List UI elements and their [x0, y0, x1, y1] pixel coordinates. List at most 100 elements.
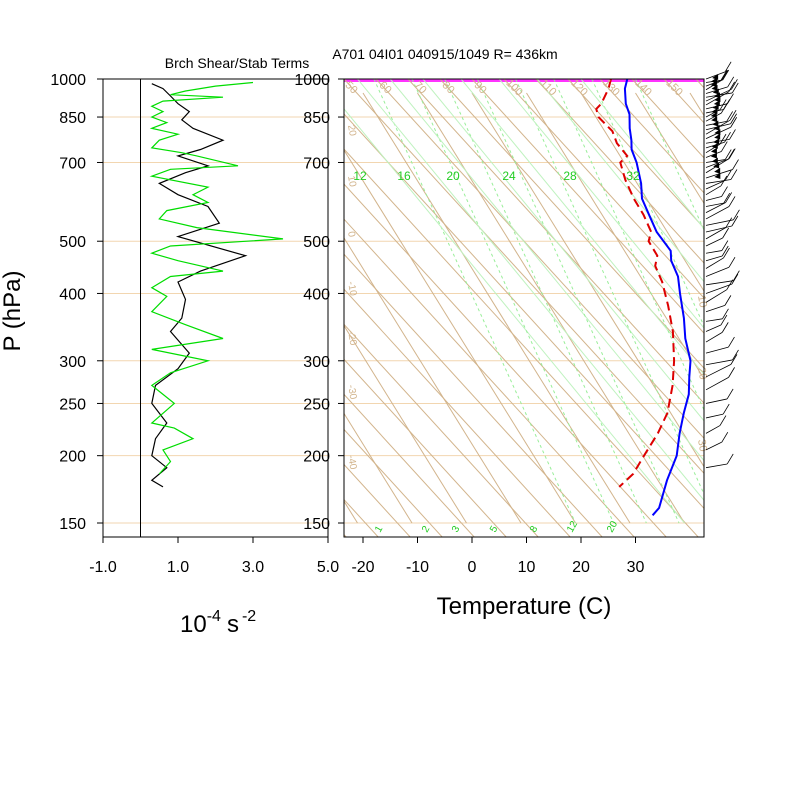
skew-y-tick-label: 500: [303, 234, 330, 251]
skew-y-tick-label: 850: [303, 110, 330, 127]
wind-barb-flag: [721, 69, 729, 81]
wind-barb-staff: [705, 151, 722, 158]
wind-barb-pennant: [710, 152, 717, 159]
left-y-tick-label: 250: [59, 396, 86, 413]
isotherm-line: [344, 236, 522, 524]
wind-barb-flag: [721, 186, 728, 197]
skew-y-tick-label: 250: [303, 396, 330, 413]
mixing-ratio-label: 28: [563, 169, 577, 183]
isotherm-line: [580, 92, 704, 293]
wind-barb-flag: [732, 159, 739, 170]
dry-adiabat-line: [567, 79, 704, 229]
wind-barb-flag: [726, 453, 734, 465]
wind-barb-staff: [705, 143, 721, 153]
wind-barb-flag: [720, 175, 728, 187]
wind-barb-staff: [705, 346, 729, 354]
dry-adiabat-line: [344, 393, 475, 537]
wind-barb-staff: [705, 283, 732, 294]
x-axis-label-right: Temperature (C): [437, 593, 612, 620]
wind-barb-staff: [705, 237, 723, 247]
wind-barb-staff: [705, 88, 732, 102]
wind-barb-staff: [705, 112, 722, 122]
wind-barb-flag: [722, 308, 729, 320]
left-y-tick-label: 300: [59, 354, 86, 371]
wind-barbs: [705, 61, 740, 469]
wind-barb-staff: [705, 180, 726, 190]
wind-barb-flag: [727, 76, 735, 88]
dry-adiabat-line: [631, 79, 704, 159]
wind-barb-flag: [721, 240, 729, 251]
x-axis-label-unit-exp: -2: [242, 608, 256, 625]
wind-barb-staff: [705, 318, 723, 322]
wind-barb-staff: [705, 377, 729, 391]
wind-barb-flag: [724, 132, 731, 143]
left-series-line-1: [149, 81, 284, 475]
wind-barb-staff: [705, 425, 721, 434]
dry-adiabat-line: [407, 79, 704, 404]
skew-inner: [344, 79, 704, 537]
wind-barb-flag: [727, 148, 735, 160]
skew-frame: [343, 78, 705, 538]
left-series-line-0: [150, 83, 248, 488]
wind-barb-staff: [705, 359, 733, 366]
wind-barb-staff: [705, 109, 721, 118]
left-y-tick-label: 1000: [50, 72, 86, 89]
dry-adiabat-line: [344, 148, 699, 537]
moist-adiabat-line: [580, 79, 704, 230]
wind-barb-flag: [722, 227, 730, 239]
wind-barb-staff: [705, 79, 722, 87]
x-axis-label-unit: s: [227, 611, 239, 638]
dry-adiabat-line: [375, 79, 704, 439]
wind-barb-pennant: [711, 84, 718, 91]
wind-barb-flag: [733, 209, 740, 221]
skew-x-tick-label: 30: [627, 559, 645, 576]
mixing-ratio-label: 32: [626, 169, 640, 183]
skew-y-tick-label: 200: [303, 449, 330, 466]
wind-barb-flag: [719, 415, 727, 426]
wind-barb-flag: [724, 61, 732, 73]
wind-barb-flag: [720, 102, 728, 114]
wind-barb-flag: [724, 149, 732, 160]
wind-barb-pennant: [714, 173, 721, 180]
wind-barb-staff: [705, 441, 722, 451]
skew-series-dewpoint: [595, 79, 676, 488]
wind-barb-flag: [719, 133, 727, 145]
wind-barb-staff: [705, 196, 722, 201]
wind-barb-staff: [705, 225, 732, 233]
isotherm-line: [635, 92, 704, 205]
bottom-mixing-label: 12: [565, 519, 580, 535]
isotherm-line: [417, 92, 685, 524]
right-side-label: 30: [695, 438, 709, 452]
mixing-ratio-label: 20: [446, 169, 460, 183]
dry-adiabat-line: [344, 323, 539, 537]
skew-y-tick-label: 150: [303, 516, 330, 533]
wind-barb-staff: [705, 413, 724, 419]
dry-adiabat-line: [503, 79, 704, 299]
wind-barb-flag: [721, 322, 729, 333]
dry-adiabat-line: [344, 218, 635, 537]
right-side-label: 20: [695, 366, 709, 380]
wind-barb-flag: [720, 141, 728, 152]
wind-barb-staff: [705, 71, 726, 80]
left-y-tick-label: 150: [59, 516, 86, 533]
dry-adiabat-line: [344, 253, 603, 537]
left-y-tick-label: 400: [59, 286, 86, 303]
wind-barb-staff: [705, 79, 723, 91]
moist-adiabat-line: [357, 79, 704, 502]
skew-x-tick-label: 20: [572, 559, 590, 576]
dry-adiabat-line: [344, 79, 704, 475]
wind-barb-staff: [705, 255, 723, 262]
dry-adiabat-line: [344, 428, 443, 537]
dry-adiabat-line: [344, 288, 571, 537]
dry-adiabat-line: [344, 358, 507, 537]
wind-barb-staff: [705, 398, 728, 404]
bottom-mixing-label: 1: [373, 524, 386, 535]
bottom-mixing-label: 5: [488, 524, 501, 535]
wind-barb-flag: [730, 169, 738, 180]
wind-barb-flag: [722, 403, 730, 415]
wind-barb-flag: [728, 148, 736, 159]
wind-barb-flag: [729, 129, 736, 140]
wind-barb-staff: [705, 463, 728, 469]
